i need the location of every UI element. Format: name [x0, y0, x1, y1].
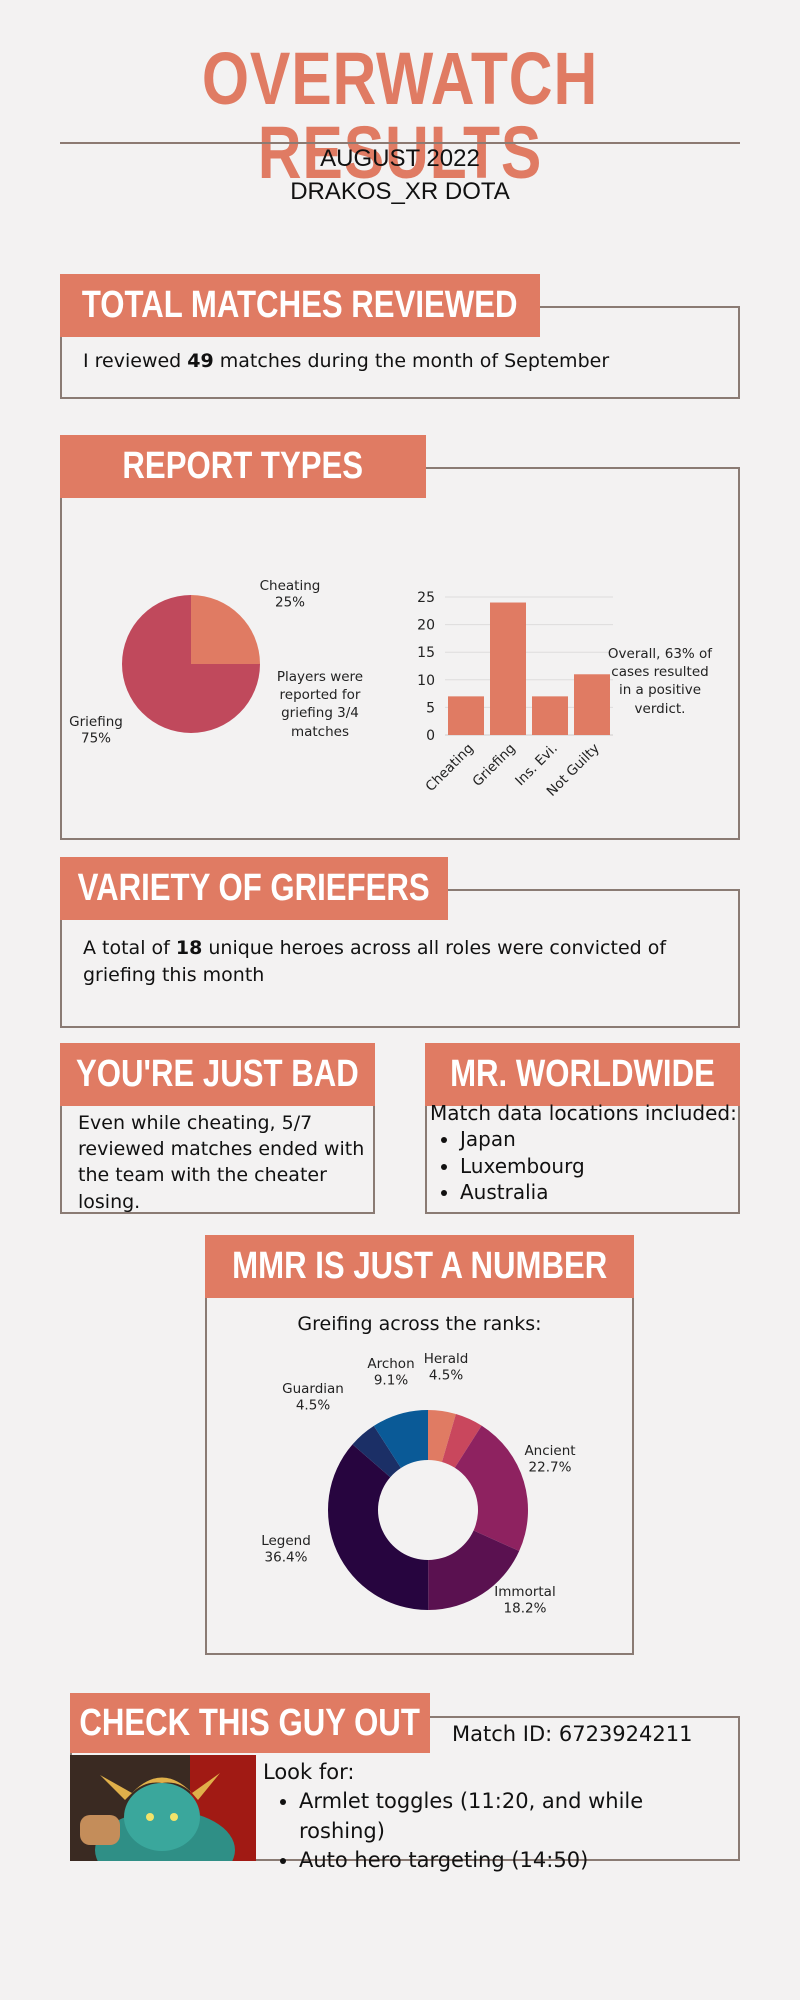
pie-label-cheating: Cheating 25%	[260, 578, 321, 611]
bar-x-tick-label: Griefing	[470, 741, 519, 790]
bar-note: Overall, 63% of cases resulted in a posi…	[607, 646, 713, 717]
page-title: OVERWATCH RESULTS	[201, 37, 599, 194]
total-matches-count: 49	[187, 350, 214, 372]
hero-portrait	[70, 1755, 256, 1861]
donut-slice-legend	[327, 1444, 429, 1610]
mmr-donut-chart: Herald 4.5% Guardian 4.5% Archon 9.1% Ancient 2…	[261, 1351, 575, 1617]
donut-label-archon: Archon 9.1%	[367, 1356, 414, 1389]
hero-portrait-image	[70, 1755, 256, 1861]
donut-slice-guardian	[352, 1425, 401, 1478]
donut-slice-guardian	[441, 1413, 482, 1468]
look-for-item: Armlet toggles (11:20, and while roshing…	[299, 1787, 733, 1846]
donut-label-herald: Herald 4.5%	[424, 1351, 469, 1384]
donut-slice-archon	[373, 1410, 428, 1468]
look-for-label: Look for:	[263, 1760, 355, 1784]
worldwide-heading: MR. WORLDWIDE	[425, 1043, 740, 1106]
look-for-item: Auto hero targeting (14:50)	[299, 1846, 733, 1875]
mmr-subtitle: Greifing across the ranks:	[297, 1313, 542, 1335]
total-matches-text: I reviewed 49 matches during the month o…	[83, 350, 610, 372]
mmr-donut-svg: Herald 4.5% Guardian 4.5% Archon 9.1% Ancient 2…	[261, 1351, 575, 1617]
donut-slice-herald	[428, 1410, 456, 1462]
pie-slice-griefing	[122, 595, 260, 733]
donut-label-guardian: Guardian 4.5%	[282, 1381, 344, 1414]
pie-note: Players were reported for griefing 3/4 m…	[276, 669, 364, 740]
bar-y-tick-label: 20	[417, 618, 435, 634]
donut-slice-ancient	[454, 1425, 528, 1552]
report-type-pie-chart: Cheating 25% Griefing 75%	[69, 578, 320, 747]
pie-slice-cheating	[191, 595, 260, 664]
worldwide-intro: Match data locations included:	[430, 1101, 737, 1125]
bar-0	[448, 696, 484, 735]
page-subtitle-month: AUGUST 2022	[320, 145, 480, 172]
match-id[interactable]: Match ID: 6723924211	[452, 1722, 693, 1746]
donut-slice-immortal	[428, 1530, 520, 1610]
bar-y-tick-label: 15	[417, 645, 435, 661]
check-heading: CHECK THIS GUY OUT	[70, 1693, 430, 1753]
report-types-heading: REPORT TYPES	[60, 435, 426, 498]
donut-label-legend: Legend 36.4%	[261, 1533, 311, 1566]
bar-y-tick-label: 25	[417, 590, 435, 606]
location-item: Luxembourg	[460, 1153, 740, 1179]
donut-label-ancient: Ancient 22.7%	[524, 1443, 575, 1476]
bad-text: Even while cheating, 5/7 reviewed matche…	[78, 1112, 365, 1213]
bar-3	[574, 674, 610, 735]
bar-1	[490, 602, 526, 735]
look-for-content: Look for: Armlet toggles (11:20, and whi…	[263, 1758, 733, 1876]
pie-label-griefing: Griefing 75%	[69, 714, 123, 747]
variety-text: A total of 18 unique heroes across all r…	[83, 937, 667, 986]
page-subtitle-author: DRAKOS_XR DOTA	[290, 178, 510, 205]
location-item: Australia	[460, 1179, 740, 1205]
bar-y-tick-label: 10	[417, 673, 435, 689]
look-for-list: Armlet toggles (11:20, and while roshing…	[263, 1787, 733, 1875]
donut-label-immortal: Immortal 18.2%	[494, 1584, 555, 1617]
bar-y-tick-label: 5	[426, 700, 435, 716]
location-list: Japan Luxembourg Australia	[430, 1126, 740, 1205]
bar-y-tick-label: 0	[426, 728, 435, 744]
title-divider	[60, 142, 740, 144]
total-matches-heading: TOTAL MATCHES REVIEWED	[60, 274, 540, 337]
bar-2	[532, 696, 568, 735]
variety-heading: VARIETY OF GRIEFERS	[60, 857, 448, 920]
bad-heading: YOU'RE JUST BAD	[60, 1043, 375, 1106]
bar-x-tick-label: Cheating	[423, 741, 477, 795]
mmr-heading: MMR IS JUST A NUMBER	[205, 1235, 634, 1298]
report-charts-svg: Cheating 25% Griefing 75% 0 5 10 15 20 25 Cheatin…	[69, 578, 613, 800]
variety-count: 18	[175, 937, 203, 959]
location-item: Japan	[460, 1126, 740, 1152]
worldwide-content: Match data locations included: Japan Lux…	[430, 1100, 740, 1206]
